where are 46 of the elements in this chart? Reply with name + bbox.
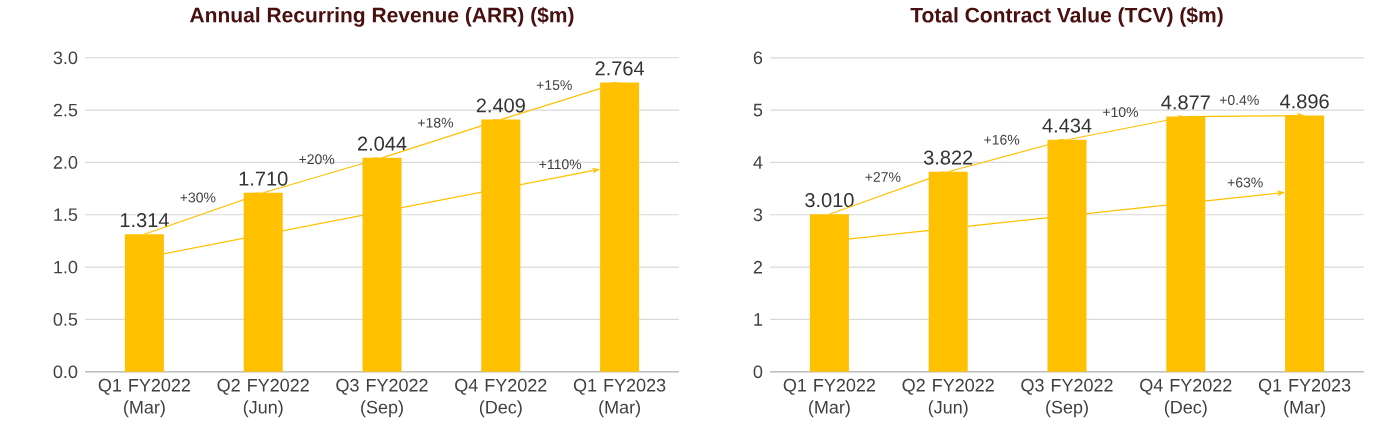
data-label: 1.314 (120, 213, 169, 228)
y-tick-label: 1.0 (54, 260, 78, 274)
data-label: 4.434 (1042, 118, 1092, 133)
annotation: +63% (1227, 177, 1263, 188)
data-label: 4.877 (1161, 95, 1210, 110)
y-tick-label: 0.5 (53, 313, 78, 326)
x-tick-label: Q1 FY2023 (Mar) (1258, 378, 1351, 418)
y-tick-label: 0 (753, 365, 763, 379)
y-tick-label: 0.0 (53, 365, 78, 379)
x-tick-label: Q4 FY2022 (Dec) (1140, 378, 1232, 418)
annotation: +110% (539, 159, 582, 170)
annotation: +10% (1103, 107, 1139, 118)
y-tick-label: 2 (753, 260, 763, 274)
annotation: +27% (865, 172, 901, 183)
x-tick-label: Q1 FY2022 (Mar) (98, 378, 191, 418)
data-label: 4.896 (1280, 94, 1329, 109)
data-label: 1.710 (239, 171, 288, 186)
x-tick-label: Q4 FY2022 (Dec) (455, 378, 547, 418)
chart-title: Total Contract Value (TCV) ($m) (910, 6, 1223, 27)
data-label: 2.409 (476, 98, 525, 113)
annotation: +15% (536, 80, 572, 91)
x-tick-label: Q2 FY2022 (Jun) (902, 378, 994, 418)
y-tick-label: 2.5 (53, 103, 78, 117)
y-tick-label: 3.0 (53, 51, 78, 65)
y-tick-label: 1 (754, 313, 763, 326)
x-tick-label: Q3 FY2022 (Sep) (336, 378, 428, 418)
y-tick-label: 6 (753, 51, 763, 65)
annotation: +20% (299, 154, 335, 165)
data-label: 3.822 (923, 150, 973, 165)
chart-title: Annual Recurring Revenue (ARR) ($m) (190, 6, 574, 27)
data-label: 3.010 (805, 193, 854, 208)
y-tick-label: 2.0 (53, 156, 78, 169)
x-tick-label: Q3 FY2022 (Sep) (1021, 378, 1113, 418)
annotation: +0.4% (1219, 95, 1259, 106)
data-label: 2.764 (595, 61, 645, 76)
y-tick-label: 4 (753, 156, 763, 169)
x-tick-label: Q2 FY2022 (Jun) (217, 378, 309, 418)
x-tick-label: Q1 FY2022 (Mar) (783, 378, 875, 418)
x-tick-label: Q1 FY2023 (Mar) (573, 378, 666, 418)
annotation: +18% (418, 117, 454, 128)
y-tick-label: 5 (753, 103, 763, 117)
y-tick-label: 1.5 (54, 208, 78, 222)
annotation: +16% (984, 134, 1020, 145)
annotation: +30% (180, 192, 216, 203)
y-tick-label: 3 (753, 208, 763, 222)
data-label: 2.044 (357, 136, 407, 151)
